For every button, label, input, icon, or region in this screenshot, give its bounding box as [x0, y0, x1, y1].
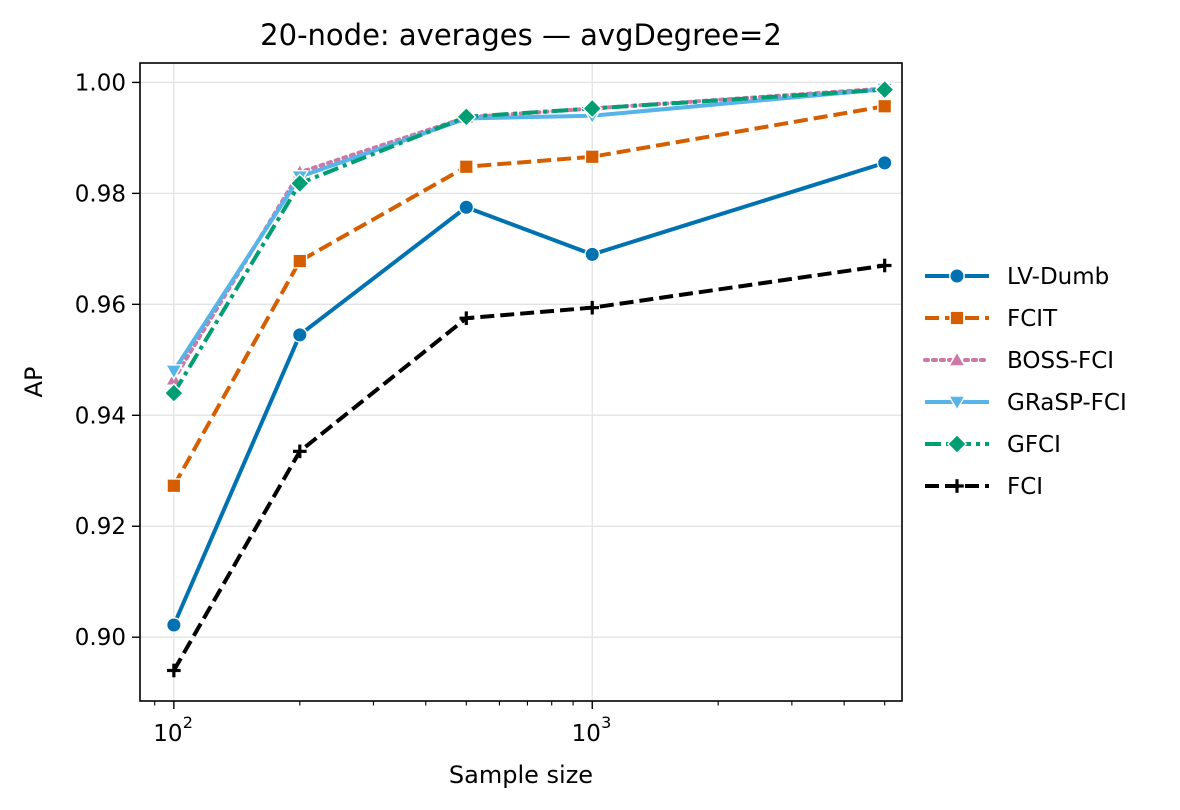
data-point: [584, 246, 601, 263]
data-point: [458, 159, 474, 175]
x-axis-label: Sample size: [449, 761, 593, 789]
data-point: [289, 173, 310, 194]
legend: LV-Dumb FCIT BOSS-FCI GRaSP-FCI GFCI FCI: [923, 264, 1127, 500]
legend-marker: [946, 433, 968, 455]
data-point: [293, 444, 307, 459]
legend-item: LV-Dumb: [925, 264, 1109, 290]
legend-marker: [947, 395, 967, 412]
x-tick-label: 10: [572, 721, 601, 747]
data-point: [166, 478, 182, 494]
x-tick-label-exponent: 3: [601, 713, 611, 732]
data-point: [292, 253, 308, 269]
legend-label: GRaSP-FCI: [1007, 390, 1127, 416]
y-tick-label: 0.96: [75, 292, 126, 318]
legend-item: FCI: [925, 474, 1043, 500]
series-fci: [167, 258, 892, 678]
plot-frame: [139, 62, 903, 702]
data-point: [456, 106, 477, 128]
legend-label: LV-Dumb: [1007, 264, 1109, 290]
series-fcit: [166, 98, 893, 494]
legend-item: FCIT: [925, 306, 1058, 332]
legend-label: BOSS-FCI: [1007, 348, 1114, 374]
y-tick-label: 0.90: [75, 625, 126, 651]
legend-label: GFCI: [1007, 432, 1061, 458]
legend-marker: [949, 310, 965, 326]
data-point: [458, 199, 475, 216]
x-tick-label-exponent: 2: [183, 713, 193, 732]
data-point: [291, 326, 308, 343]
series-layer: [163, 79, 895, 678]
data-point: [584, 149, 600, 165]
y-tick-label: 0.92: [75, 514, 126, 540]
legend-marker: [949, 268, 965, 284]
data-point: [167, 663, 181, 678]
legend-item: GRaSP-FCI: [925, 390, 1127, 416]
chart-title: 20-node: averages — avgDegree=2: [260, 18, 782, 52]
y-axis-label: AP: [20, 367, 48, 398]
legend-label: FCI: [1007, 474, 1043, 500]
y-tick-label: 0.94: [75, 403, 126, 429]
x-tick-label: 10: [153, 721, 182, 747]
y-tick-label: 0.98: [75, 181, 126, 207]
data-point: [163, 382, 185, 404]
series-lv-dumb: [165, 154, 893, 633]
legend-item: GFCI: [925, 432, 1061, 458]
data-point: [582, 98, 603, 119]
legend-label: FCIT: [1007, 306, 1058, 332]
data-point: [585, 300, 600, 315]
data-point: [877, 258, 892, 273]
data-point: [165, 617, 182, 633]
data-point: [164, 364, 184, 381]
data-point: [876, 154, 893, 171]
legend-marker: [947, 350, 967, 367]
legend-marker: [950, 479, 964, 493]
legend-item: BOSS-FCI: [923, 348, 1114, 374]
data-point: [459, 311, 474, 325]
data-point: [874, 79, 895, 100]
data-point: [877, 98, 893, 114]
series-gfci: [163, 79, 895, 404]
y-tick-label: 1.00: [75, 70, 126, 96]
